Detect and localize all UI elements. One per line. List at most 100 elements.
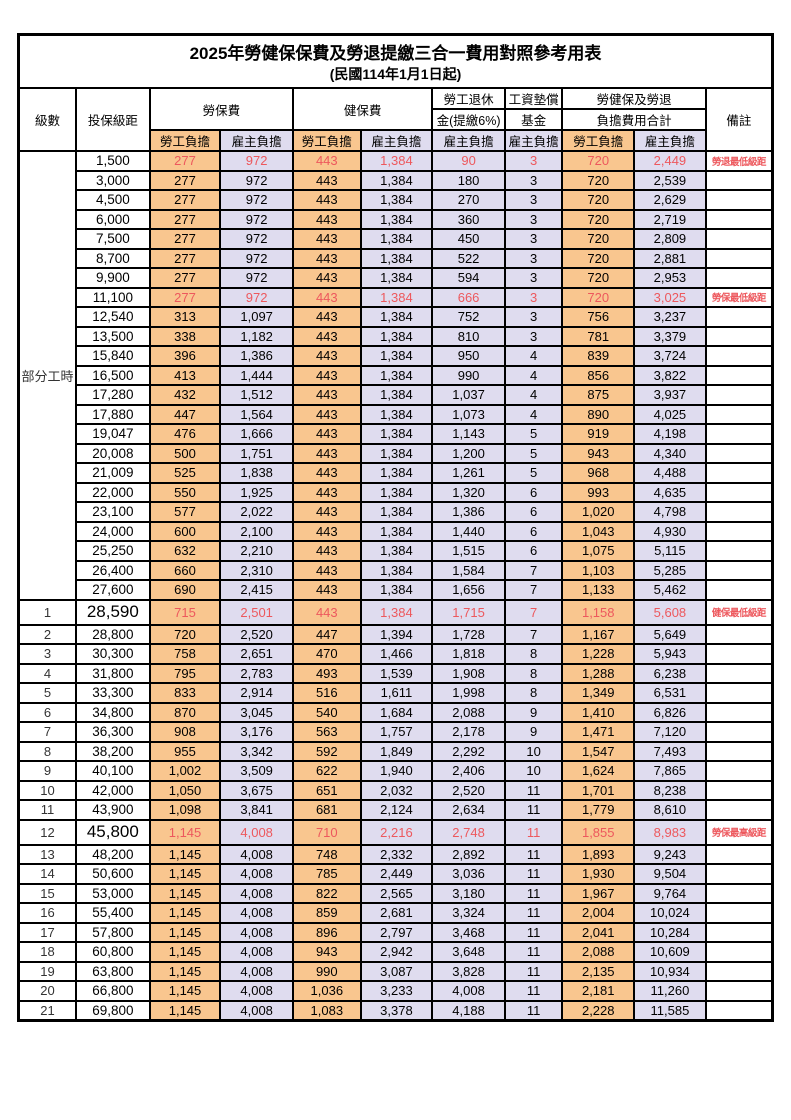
health-worker-cell: 943 — [291, 941, 362, 963]
total-worker-cell: 1,167 — [561, 623, 636, 645]
fund-employer-cell: 11 — [503, 799, 564, 821]
bracket-cell: 17,280 — [75, 384, 151, 406]
table-row: 14 50,600 1,145 4,008 785 2,449 3,036 11 1,930 9,… — [17, 863, 774, 885]
total-employer-cell: 5,462 — [633, 579, 707, 601]
bracket-cell: 36,300 — [75, 721, 151, 743]
health-worker-cell: 651 — [291, 779, 362, 801]
total-employer-cell: 4,198 — [633, 423, 707, 445]
total-worker-cell: 1,043 — [561, 520, 636, 542]
remark-cell — [704, 520, 774, 542]
table-row: 7 36,300 908 3,176 563 1,757 2,178 9 1,471 7,120 — [17, 721, 774, 743]
table-row: 26,400 660 2,310 443 1,384 1,584 7 1,103 5,285 — [19, 559, 774, 581]
total-employer-cell: 3,237 — [633, 306, 707, 328]
health-employer-cell: 1,384 — [359, 150, 434, 172]
pension-employer-cell: 270 — [431, 189, 506, 211]
subheader-health-employer: 雇主負擔 — [359, 129, 434, 152]
title-cell: 2025年勞健保保費及勞退提繳三合一費用對照參考用表 (民國114年1月1日起) — [17, 33, 774, 89]
labor-employer-cell: 3,176 — [219, 721, 294, 743]
total-worker-cell: 2,088 — [561, 941, 636, 963]
total-employer-cell: 2,719 — [633, 208, 707, 230]
level-cell: 17 — [17, 921, 78, 943]
remark-cell — [704, 721, 774, 743]
remark-cell — [704, 941, 774, 963]
page: 2025年勞健保保費及勞退提繳三合一費用對照參考用表 (民國114年1月1日起)… — [17, 33, 774, 1022]
health-worker-cell: 443 — [291, 364, 362, 386]
labor-employer-cell: 4,008 — [219, 843, 294, 865]
health-employer-cell: 2,942 — [359, 941, 434, 963]
bracket-cell: 30,300 — [75, 643, 151, 665]
total-employer-cell: 4,798 — [633, 501, 707, 523]
level-cell: 3 — [17, 643, 78, 665]
header-wage-fund-line1: 工資墊償 — [503, 87, 564, 110]
total-worker-cell: 1,020 — [561, 501, 636, 523]
health-employer-cell: 1,384 — [359, 169, 434, 191]
labor-worker-cell: 277 — [148, 189, 222, 211]
total-employer-cell: 2,539 — [633, 169, 707, 191]
page-title: 2025年勞健保保費及勞退提繳三合一費用對照參考用表 — [189, 43, 602, 63]
subheader-labor-employer: 雇主負擔 — [219, 129, 294, 152]
labor-employer-cell: 2,783 — [219, 662, 294, 684]
table-row: 15 53,000 1,145 4,008 822 2,565 3,180 11 1,967 9,… — [17, 882, 774, 904]
labor-worker-cell: 600 — [148, 520, 222, 542]
health-worker-cell: 443 — [291, 501, 362, 523]
remark-cell — [704, 682, 774, 704]
header-bracket: 投保級距 — [75, 87, 151, 152]
pension-employer-cell: 594 — [431, 267, 506, 289]
labor-worker-cell: 720 — [148, 623, 222, 645]
labor-worker-cell: 1,002 — [148, 760, 222, 782]
health-employer-cell: 1,849 — [359, 740, 434, 762]
labor-employer-cell: 2,914 — [219, 682, 294, 704]
total-worker-cell: 1,075 — [561, 540, 636, 562]
premium-reference-table: 2025年勞健保保費及勞退提繳三合一費用對照參考用表 (民國114年1月1日起)… — [17, 33, 774, 1022]
labor-employer-cell: 3,509 — [219, 760, 294, 782]
health-employer-cell: 1,384 — [359, 228, 434, 250]
fund-employer-cell: 11 — [503, 779, 564, 801]
pension-employer-cell: 990 — [431, 364, 506, 386]
labor-worker-cell: 277 — [148, 286, 222, 308]
pension-employer-cell: 1,200 — [431, 442, 506, 464]
total-employer-cell: 5,608 — [633, 598, 707, 626]
pension-employer-cell: 1,818 — [431, 643, 506, 665]
labor-worker-cell: 1,145 — [148, 999, 222, 1021]
pension-employer-cell: 1,998 — [431, 682, 506, 704]
labor-employer-cell: 972 — [219, 150, 294, 172]
health-worker-cell: 785 — [291, 863, 362, 885]
labor-employer-cell: 2,520 — [219, 623, 294, 645]
header-remark: 備註 — [704, 87, 774, 152]
table-row: 7,500 277 972 443 1,384 450 3 720 2,809 — [19, 228, 774, 250]
total-worker-cell: 1,103 — [561, 559, 636, 581]
pension-employer-cell: 752 — [431, 306, 506, 328]
labor-employer-cell: 4,008 — [219, 980, 294, 1002]
health-employer-cell: 1,384 — [359, 579, 434, 601]
labor-worker-cell: 277 — [148, 169, 222, 191]
header-level: 級數 — [17, 87, 78, 152]
health-worker-cell: 443 — [291, 423, 362, 445]
table-row: 20,008 500 1,751 443 1,384 1,200 5 943 4,340 — [19, 442, 774, 464]
health-employer-cell: 2,216 — [359, 818, 434, 846]
total-worker-cell: 890 — [561, 403, 636, 425]
bracket-cell: 24,000 — [75, 520, 151, 542]
remark-cell — [704, 643, 774, 665]
fund-employer-cell: 9 — [503, 701, 564, 723]
remark-cell — [704, 481, 774, 503]
labor-employer-cell: 3,841 — [219, 799, 294, 821]
health-worker-cell: 563 — [291, 721, 362, 743]
labor-worker-cell: 690 — [148, 579, 222, 601]
remark-cell — [704, 740, 774, 762]
total-employer-cell: 4,930 — [633, 520, 707, 542]
labor-worker-cell: 1,050 — [148, 779, 222, 801]
pension-employer-cell: 1,715 — [431, 598, 506, 626]
total-employer-cell: 2,449 — [633, 150, 707, 172]
health-worker-cell: 622 — [291, 760, 362, 782]
health-employer-cell: 1,466 — [359, 643, 434, 665]
health-worker-cell: 443 — [291, 150, 362, 172]
fund-employer-cell: 8 — [503, 662, 564, 684]
remark-cell — [704, 579, 774, 601]
remark-cell — [704, 701, 774, 723]
labor-employer-cell: 2,100 — [219, 520, 294, 542]
header-grand-total-line1: 勞健保及勞退 — [561, 87, 707, 110]
health-employer-cell: 1,384 — [359, 208, 434, 230]
pension-employer-cell: 1,037 — [431, 384, 506, 406]
health-employer-cell: 1,384 — [359, 520, 434, 542]
labor-worker-cell: 1,145 — [148, 941, 222, 963]
